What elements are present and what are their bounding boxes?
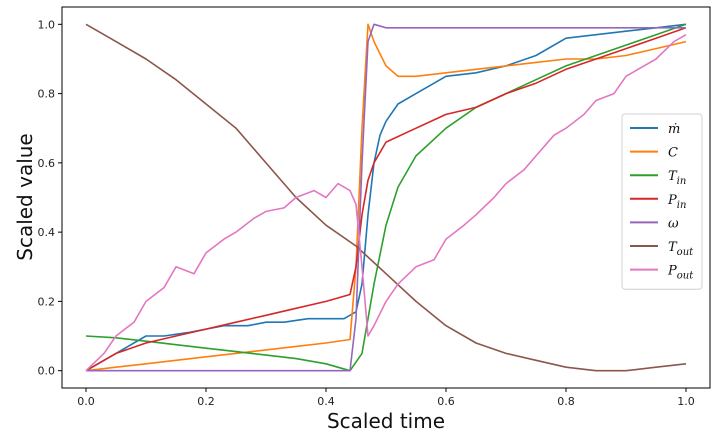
- series-line-4: [86, 23, 686, 372]
- legend-label: C: [668, 146, 678, 161]
- plot-frame: [61, 6, 711, 389]
- series-line-6: [85, 34, 687, 372]
- legend-label: Tout: [668, 240, 694, 258]
- legend: ṁC Tin Pin ω Tout Pout: [621, 113, 703, 290]
- y-tick-label: 0.0: [38, 365, 56, 378]
- x-axis-label: Scaled time: [327, 409, 445, 433]
- series-line-5: [85, 23, 687, 372]
- legend-box: [621, 113, 703, 290]
- x-tick-label: 0.4: [317, 395, 335, 408]
- y-tick-label: 1.0: [38, 18, 56, 31]
- legend-label: Pin: [667, 193, 686, 211]
- y-axis-ticks: 0.0 0.2 0.4 0.6 0.8 1.0: [38, 18, 62, 378]
- x-tick-label: 1.0: [677, 395, 695, 408]
- x-tick-label: 0.2: [197, 395, 215, 408]
- y-tick-label: 0.2: [38, 295, 56, 308]
- x-tick-label: 0.0: [77, 395, 95, 408]
- legend-label: Pout: [667, 264, 694, 282]
- x-axis-ticks: 0.0 0.2 0.4 0.6 0.8 1.0: [77, 388, 695, 408]
- series-layer: [85, 23, 687, 372]
- x-tick-label: 0.6: [437, 395, 455, 408]
- y-tick-label: 0.8: [38, 88, 56, 101]
- x-tick-label: 0.8: [557, 395, 575, 408]
- series-line-3: [85, 27, 687, 372]
- legend-label: Tin: [668, 169, 686, 187]
- series-line-0: [85, 23, 687, 372]
- legend-label: ṁ: [668, 122, 680, 137]
- y-tick-label: 0.4: [38, 226, 56, 239]
- series-line-2: [85, 23, 687, 372]
- y-tick-label: 0.6: [38, 157, 56, 170]
- y-axis-label: Scaled value: [13, 133, 37, 261]
- legend-label: ω: [668, 216, 679, 231]
